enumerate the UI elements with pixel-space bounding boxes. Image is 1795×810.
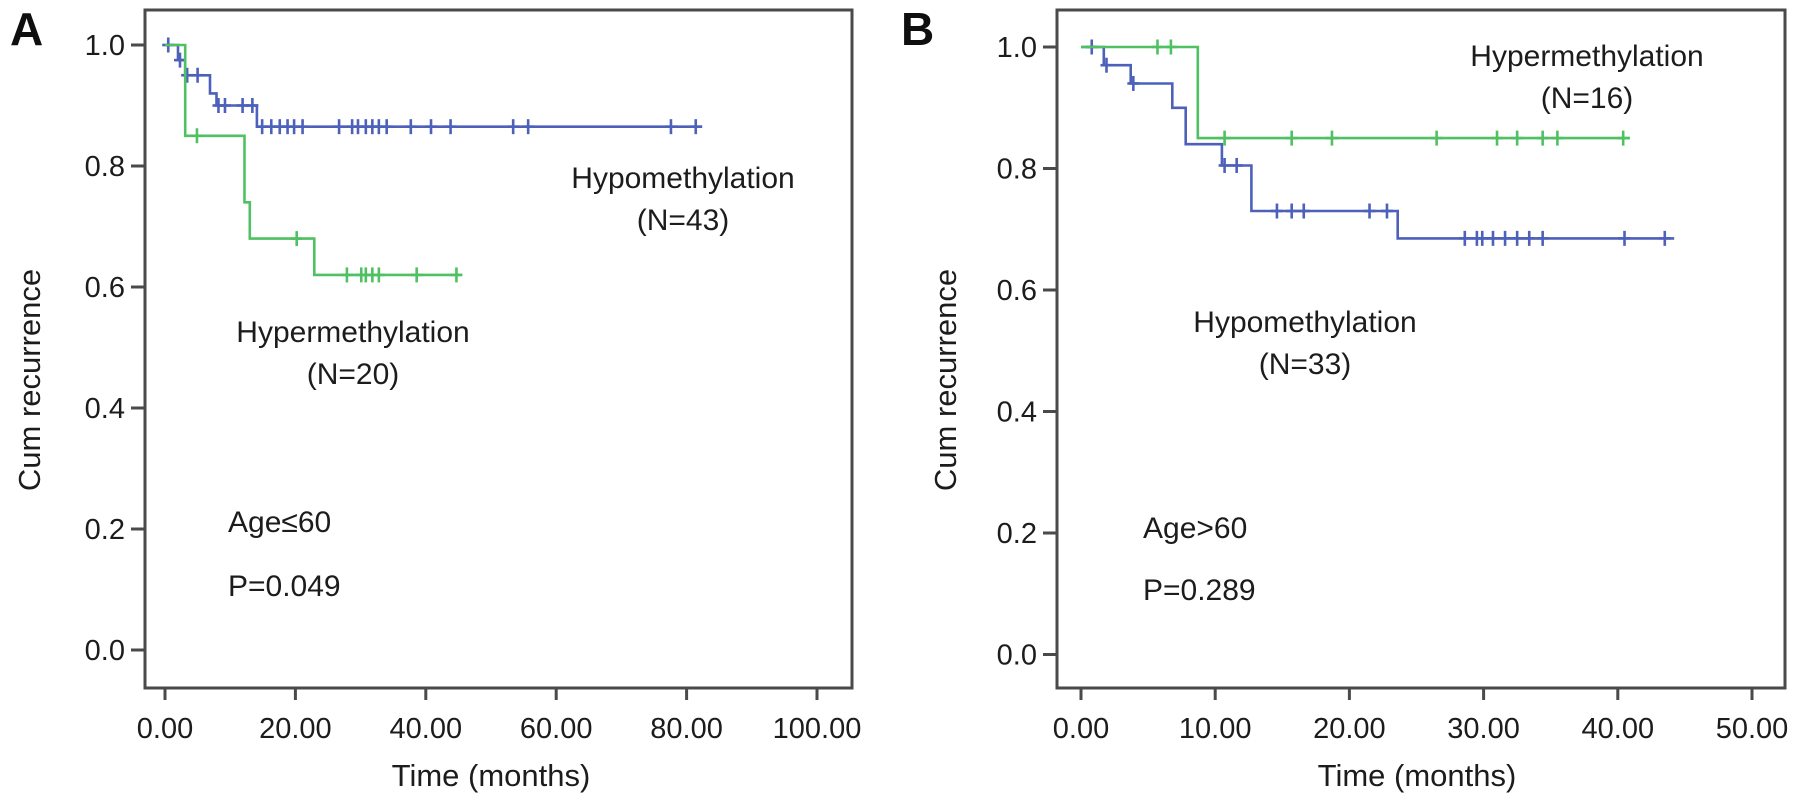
km-curve-hypomethylation	[165, 43, 703, 128]
x-tick-label: 0.00	[1053, 713, 1109, 745]
plot-border	[1055, 8, 1787, 690]
panel-b-x-axis-title: Time (months)	[1317, 758, 1517, 793]
panel-b-group1-annotation: Hypermethylation (N=16)	[1470, 36, 1703, 120]
y-tick-label: 0.4	[85, 393, 125, 425]
y-tick-label: 0.8	[997, 154, 1037, 186]
plot-border	[143, 8, 854, 690]
panel-a-group1-n: (N=43)	[636, 204, 730, 237]
y-tick-label: 1.0	[997, 32, 1037, 64]
panel-b-group2-annotation: Hypomethylation (N=33)	[1193, 302, 1416, 386]
panel-b-label: B	[901, 3, 935, 55]
y-tick-label: 0.2	[85, 514, 125, 546]
x-tick-label: 0.00	[137, 713, 193, 745]
x-tick-label: 40.00	[1582, 713, 1655, 745]
panel-a-label: A	[10, 3, 44, 55]
panel-a-group1-annotation: Hypomethylation (N=43)	[571, 158, 794, 242]
panel-a-group2-annotation: Hypermethylation (N=20)	[236, 312, 469, 396]
km-curve-hypomethylation	[1081, 45, 1675, 240]
panel-a-subgroup-annotation: Age≤60	[228, 506, 332, 539]
x-tick-label: 100.00	[773, 713, 862, 745]
panel-b-subgroup-annotation: Age>60	[1143, 512, 1248, 545]
panel-a-pvalue-annotation: P=0.049	[228, 570, 341, 603]
x-tick-label: 40.00	[390, 713, 463, 745]
x-tick-label: 60.00	[520, 713, 593, 745]
y-tick-label: 0.8	[85, 151, 125, 183]
panel-b-group2-name: Hypomethylation	[1193, 306, 1417, 339]
y-tick-label: 0.6	[85, 272, 125, 304]
x-tick-label: 30.00	[1447, 713, 1520, 745]
y-tick-label: 0.0	[85, 635, 125, 667]
panel-b-group2-n: (N=33)	[1258, 348, 1352, 381]
y-tick-label: 1.0	[85, 30, 125, 62]
km-curve-hypermethylation	[165, 43, 461, 277]
y-tick-label: 0.2	[997, 518, 1037, 550]
panel-b-pvalue-annotation: P=0.289	[1143, 574, 1256, 607]
y-tick-label: 0.0	[997, 640, 1037, 672]
panel-a-group2-name: Hypermethylation	[236, 316, 470, 349]
x-tick-label: 20.00	[259, 713, 332, 745]
panel-a-group2-n: (N=20)	[306, 358, 400, 391]
km-curve-hypermethylation	[1081, 45, 1630, 140]
y-tick-label: 0.6	[997, 275, 1037, 307]
x-tick-label: 50.00	[1716, 713, 1789, 745]
panel-a-x-axis-title: Time (months)	[391, 758, 591, 793]
x-tick-label: 20.00	[1313, 713, 1386, 745]
panel-a-group1-name: Hypomethylation	[571, 162, 795, 195]
panel-b-group1-name: Hypermethylation	[1470, 40, 1704, 73]
panel-b-group1-n: (N=16)	[1540, 82, 1634, 115]
y-tick-label: 0.4	[997, 397, 1037, 429]
x-tick-label: 10.00	[1179, 713, 1252, 745]
x-tick-label: 80.00	[650, 713, 723, 745]
